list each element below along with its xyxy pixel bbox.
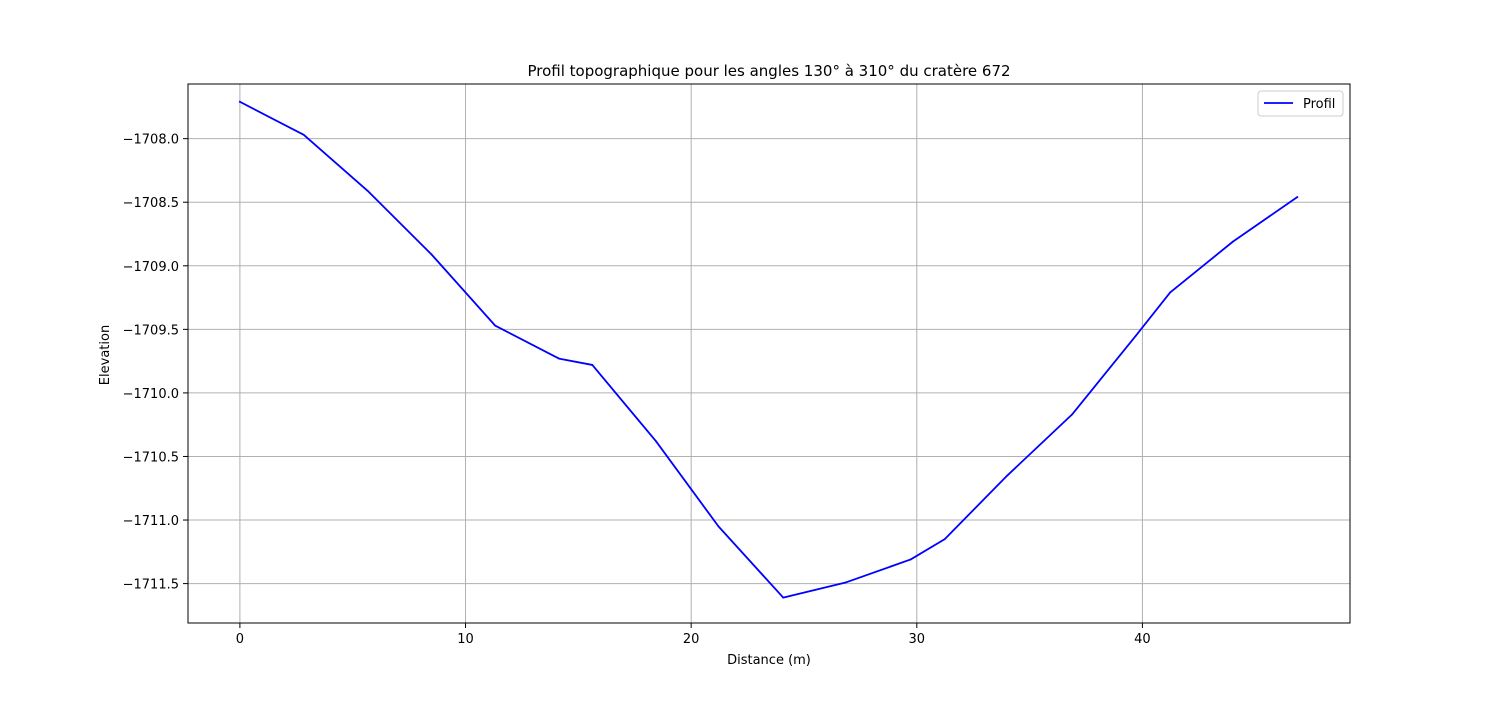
data-point <box>1071 413 1073 416</box>
x-tick-label: 10 <box>457 632 474 647</box>
data-point <box>302 133 305 136</box>
data-point <box>430 253 433 256</box>
data-point <box>366 189 369 192</box>
data-point <box>845 581 848 584</box>
data-point <box>909 558 912 561</box>
data-point <box>1296 196 1299 199</box>
series-layer <box>238 100 1299 599</box>
y-tick-label: −1709.5 <box>123 323 179 338</box>
y-axis: −1708.0 −1708.5 −1709.0 −1709.5 −1710.0 −1710… <box>123 133 188 593</box>
legend-label-profil: Profil <box>1303 97 1335 112</box>
plot-frame <box>187 83 1351 624</box>
x-tick-label: 30 <box>909 632 926 647</box>
x-axis-label: Distance (m) <box>727 653 811 668</box>
y-tick-label: −1708.0 <box>123 133 179 148</box>
legend: Profil <box>1257 90 1344 117</box>
data-point <box>655 440 657 443</box>
plot-background <box>188 84 1350 623</box>
y-tick-label: −1711.5 <box>123 578 179 593</box>
x-tick-label: 40 <box>1134 632 1151 647</box>
data-point <box>943 538 946 540</box>
data-point <box>782 596 785 599</box>
data-point <box>1169 291 1172 294</box>
data-point <box>717 525 720 528</box>
legend-box <box>1257 90 1344 117</box>
x-tick-label: 0 <box>236 632 244 647</box>
data-point <box>558 357 560 360</box>
grid <box>188 84 1350 623</box>
chart-title: Profil topographique pour les angles 130… <box>527 62 1010 80</box>
y-tick-label: −1709.0 <box>123 260 179 275</box>
x-tick-label: 20 <box>683 632 700 647</box>
data-point <box>1231 240 1234 243</box>
data-point <box>1134 334 1137 337</box>
data-point <box>238 100 241 103</box>
data-point <box>1006 474 1009 477</box>
data-point <box>494 324 496 327</box>
y-tick-label: −1711.0 <box>123 514 179 529</box>
y-tick-label: −1710.0 <box>123 387 179 402</box>
y-axis-label: Elevation <box>98 325 113 385</box>
y-tick-label: −1710.5 <box>123 450 179 465</box>
data-point <box>591 364 594 366</box>
y-tick-label: −1708.5 <box>123 196 179 211</box>
x-axis: 0 10 20 30 40 <box>236 623 1151 647</box>
